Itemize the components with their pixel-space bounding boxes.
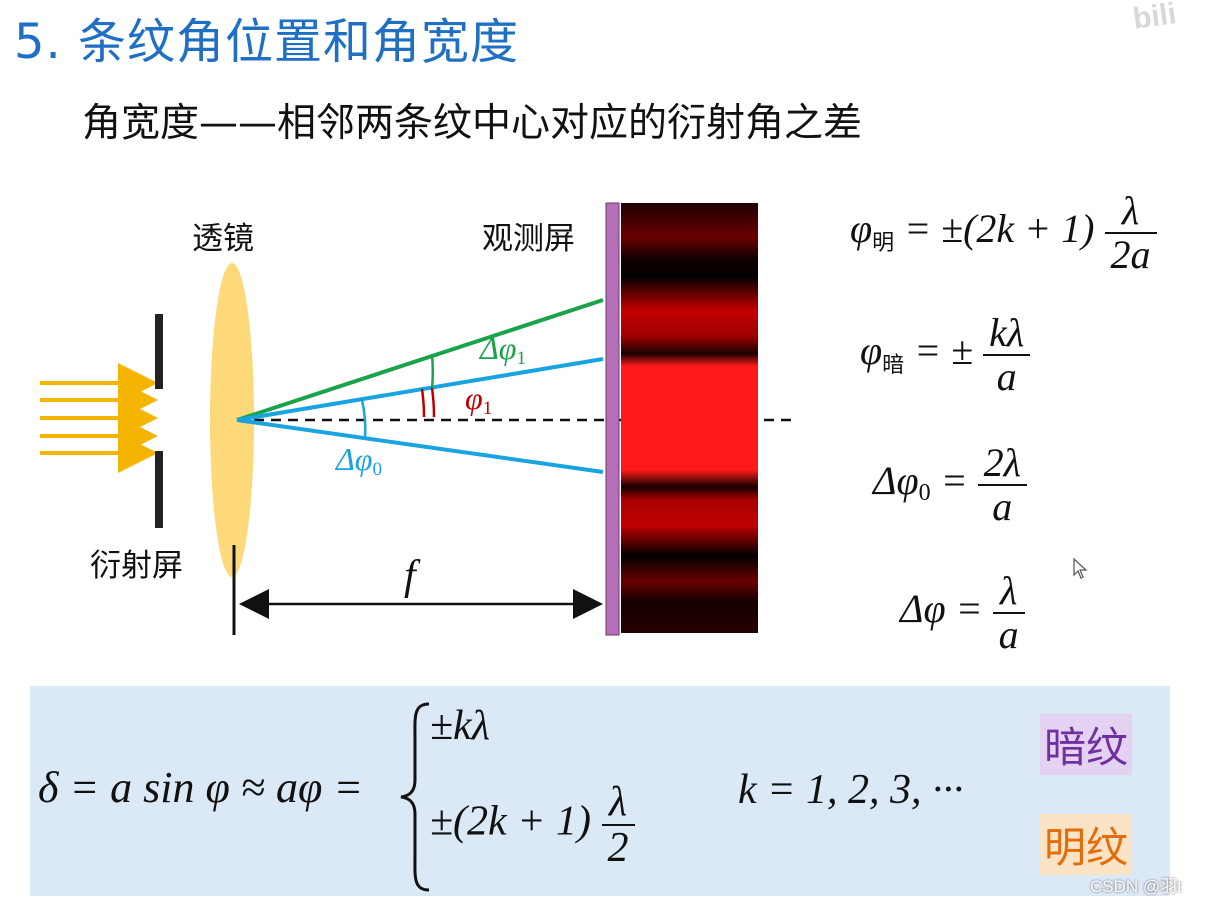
incident-light-arrows [40,363,158,473]
observation-screen-label: 观测屏 [482,221,575,257]
slit-screen-label: 衍射屏 [90,548,183,584]
dphi0-label: Δφ0 [336,441,383,480]
observation-screen [605,202,620,636]
path-difference-panel [30,686,1170,896]
slit-screen-upper [155,314,163,389]
dphi1-label: Δφ1 [480,330,527,369]
focal-length-label: f [404,553,416,599]
central-width-formula: Δφ0 = 2λ a [873,442,1027,528]
bright-fringe-tag: 明纹 [1040,814,1133,875]
green-ray [236,298,604,422]
case-brace [400,702,430,892]
angle-arc-phi1-b [430,387,436,418]
fringe-pattern [621,203,758,633]
angle-arc-dphi0 [360,399,367,439]
dark-fringe-tag: 暗纹 [1040,714,1133,775]
csdn-credit: CSDN @羽t [1090,877,1182,896]
dark-fringe-case: ±kλ [430,703,490,749]
lens-label: 透镜 [192,221,254,257]
mouse-cursor-icon [1073,558,1088,579]
lens [210,263,254,577]
page-title: 5. 条纹角位置和角宽度 [14,14,520,70]
angle-arc-dphi1 [430,353,435,390]
blue-ray-lower [236,418,604,474]
k-values: k = 1, 2, 3, ··· [738,767,964,813]
angle-arc-phi1-a [420,388,426,418]
slit-screen-lower [155,451,163,528]
blue-ray-upper [236,357,604,422]
subtitle: 角宽度——相邻两条纹中心对应的衍射角之差 [82,101,863,146]
bright-angle-formula: φ明 = ±(2k + 1) λ 2a [850,190,1157,276]
path-difference-equation: δ = a sin φ ≈ aφ = [38,763,364,812]
dark-angle-formula: φ暗 = ± kλ a [860,312,1031,398]
phi1-label: φ1 [465,380,493,419]
